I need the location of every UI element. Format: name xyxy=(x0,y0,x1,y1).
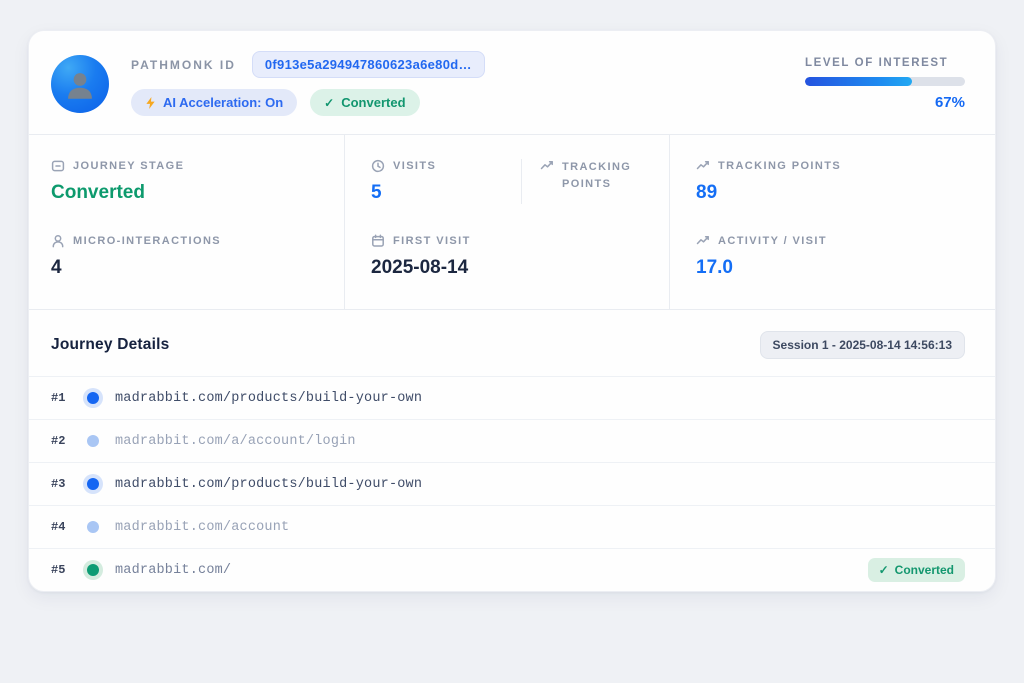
journey-stage-label: JOURNEY STAGE xyxy=(73,160,185,172)
tracking-points-label: TRACKING POINTS xyxy=(718,160,842,172)
journey-row: #4 madrabbit.com/account xyxy=(29,505,995,548)
stat-visits: VISITS 5 xyxy=(371,159,521,204)
interest-progress-fill xyxy=(805,76,913,86)
page-url: madrabbit.com/ xyxy=(115,562,232,578)
stat-first-visit: FIRST VISIT 2025-08-14 xyxy=(371,234,651,279)
avatar xyxy=(51,54,109,113)
visits-label: VISITS xyxy=(393,160,437,172)
activity-per-visit-label: ACTIVITY / VISIT xyxy=(718,235,827,247)
micro-interactions-label: MICRO-INTERACTIONS xyxy=(73,235,222,247)
level-of-interest-label: LEVEL OF INTEREST xyxy=(805,56,949,69)
user-icon xyxy=(52,234,64,248)
row-number: #5 xyxy=(51,563,66,577)
row-number: #2 xyxy=(51,434,66,448)
step-dot xyxy=(87,435,99,447)
converted-status-badge: ✓ Converted xyxy=(310,89,420,116)
pathmonk-id-value[interactable]: 0f913e5a294947860623a6e80d… xyxy=(251,51,485,78)
card-header: PATHMONK ID 0f913e5a294947860623a6e80d… … xyxy=(29,31,995,135)
journey-row: #5 madrabbit.com/ ✓ Converted xyxy=(29,548,995,591)
stats-grid: JOURNEY STAGE Converted MICRO-INTERACTIO… xyxy=(29,135,995,310)
activity-per-visit-value: 17.0 xyxy=(696,257,733,278)
journey-row: #3 madrabbit.com/products/build-your-own xyxy=(29,462,995,505)
stat-tracking-points-header: TRACKING POINTS xyxy=(521,159,651,204)
page-url: madrabbit.com/a/account/login xyxy=(115,433,356,449)
row-converted-label: Converted xyxy=(894,563,954,577)
visitor-journey-card: PATHMONK ID 0f913e5a294947860623a6e80d… … xyxy=(28,30,996,592)
step-dot xyxy=(87,478,99,490)
page-url: madrabbit.com/account xyxy=(115,519,290,535)
stat-micro-interactions: MICRO-INTERACTIONS 4 xyxy=(51,234,326,279)
page-url: madrabbit.com/products/build-your-own xyxy=(115,390,423,406)
step-dot xyxy=(87,392,99,404)
calendar-icon xyxy=(372,234,384,247)
interest-progress-bar xyxy=(805,76,965,86)
converted-status-label: Converted xyxy=(341,95,406,110)
step-dot xyxy=(87,564,99,576)
check-icon: ✓ xyxy=(324,95,335,110)
first-visit-label: FIRST VISIT xyxy=(393,235,471,247)
journey-row: #1 madrabbit.com/products/build-your-own xyxy=(29,376,995,419)
stat-activity-per-visit: ACTIVITY / VISIT 17.0 xyxy=(696,234,977,279)
session-badge[interactable]: Session 1 - 2025-08-14 14:56:13 xyxy=(759,331,965,359)
journey-stage-value: Converted xyxy=(51,182,145,203)
level-of-interest: LEVEL OF INTEREST 67% xyxy=(805,57,965,111)
ai-acceleration-label: AI Acceleration: On xyxy=(163,95,284,110)
journey-list: #1 madrabbit.com/products/build-your-own… xyxy=(29,376,995,591)
interest-percent: 67% xyxy=(934,93,965,111)
step-dot xyxy=(87,521,99,533)
visits-value: 5 xyxy=(371,182,382,203)
row-converted-badge: ✓ Converted xyxy=(867,558,965,582)
tracking-points-header-label: TRACKING POINTS xyxy=(562,161,632,191)
trending-up-icon xyxy=(696,236,709,245)
trending-up-icon xyxy=(540,161,553,170)
card-icon xyxy=(51,160,65,172)
page-url: madrabbit.com/products/build-your-own xyxy=(115,476,423,492)
row-number: #4 xyxy=(51,520,66,534)
trending-up-icon xyxy=(696,161,709,170)
pathmonk-id-label: PATHMONK ID xyxy=(131,57,236,72)
journey-details-title: Journey Details xyxy=(51,336,170,353)
row-number: #1 xyxy=(51,391,66,405)
stat-journey-stage: JOURNEY STAGE Converted xyxy=(51,159,326,204)
journey-row: #2 madrabbit.com/a/account/login xyxy=(29,419,995,462)
tracking-points-value: 89 xyxy=(696,182,718,203)
check-icon: ✓ xyxy=(878,563,889,577)
row-number: #3 xyxy=(51,477,66,491)
person-icon xyxy=(68,72,92,99)
micro-interactions-value: 4 xyxy=(51,257,62,278)
stat-tracking-points: TRACKING POINTS 89 xyxy=(696,159,977,204)
clock-icon xyxy=(371,159,385,173)
lightning-icon xyxy=(146,96,155,109)
journey-details-header: Journey Details Session 1 - 2025-08-14 1… xyxy=(29,310,995,376)
first-visit-value: 2025-08-14 xyxy=(371,257,469,278)
ai-acceleration-badge: AI Acceleration: On xyxy=(131,89,298,116)
